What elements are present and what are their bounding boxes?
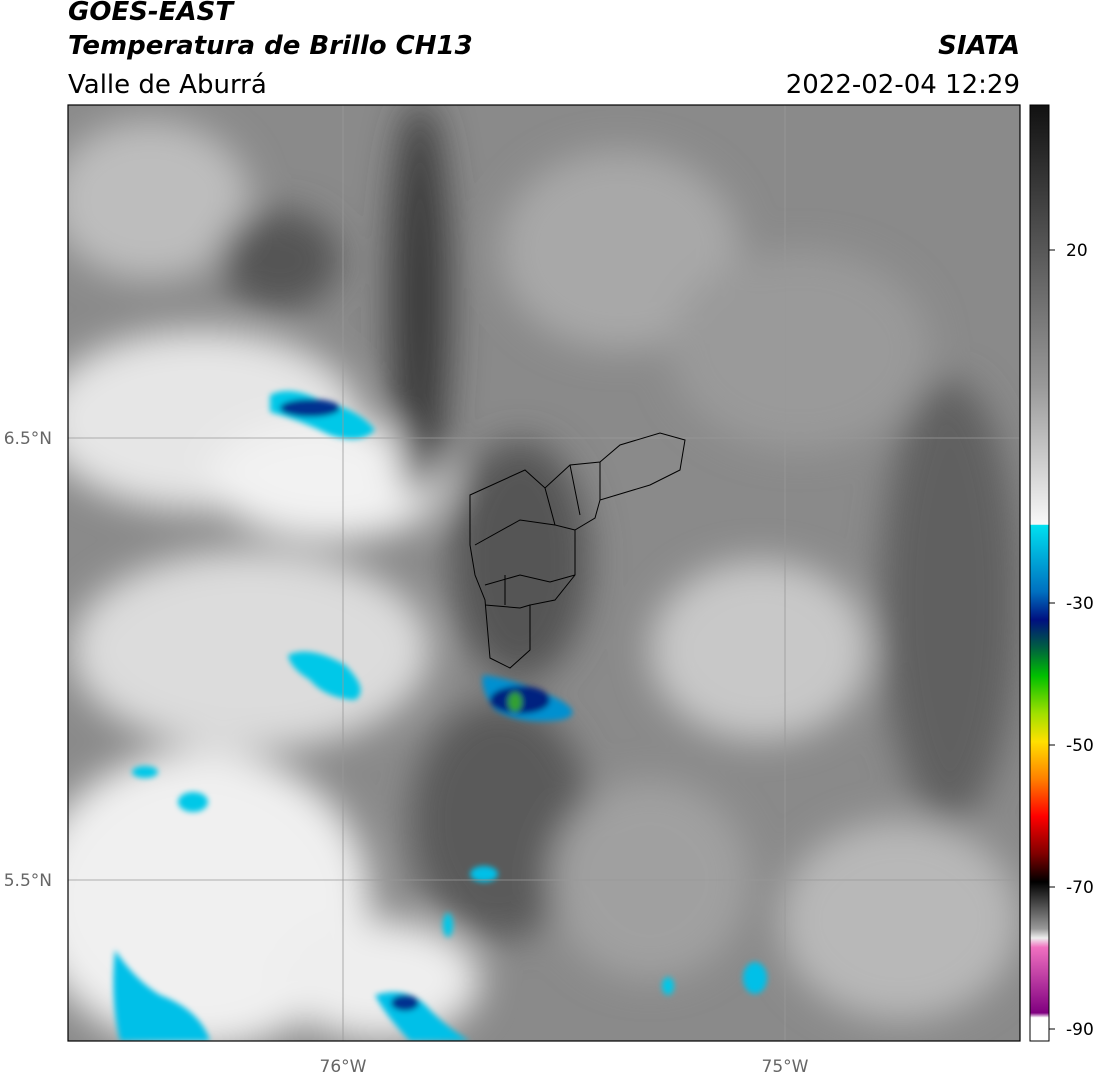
lon-label: 75°W [762,1057,809,1077]
colorbar-label: -30 [1066,594,1094,614]
colorbar-label: 20 [1066,241,1088,261]
boundaries [469,432,686,669]
lat-label: 5.5°N [4,871,52,891]
region: Valle de Aburrá [68,70,267,100]
source: SIATA [938,31,1020,61]
title: GOES-EAST [68,0,235,27]
subtitle: Temperatura de Brillo CH13 [68,31,473,61]
lon-label: 76°W [320,1057,367,1077]
satellite-image [68,105,1020,1041]
colorbar-ticks [1049,249,1055,1030]
colorbar-label: -50 [1066,736,1094,756]
colorbar [1029,104,1050,1042]
graticule [68,105,1020,1041]
lat-label: 6.5°N [4,429,52,449]
map-frame [67,104,1021,1042]
colorbar-label: -70 [1066,878,1094,898]
datetime: 2022-02-04 12:29 [786,70,1020,100]
colorbar-label: -90 [1066,1020,1094,1040]
